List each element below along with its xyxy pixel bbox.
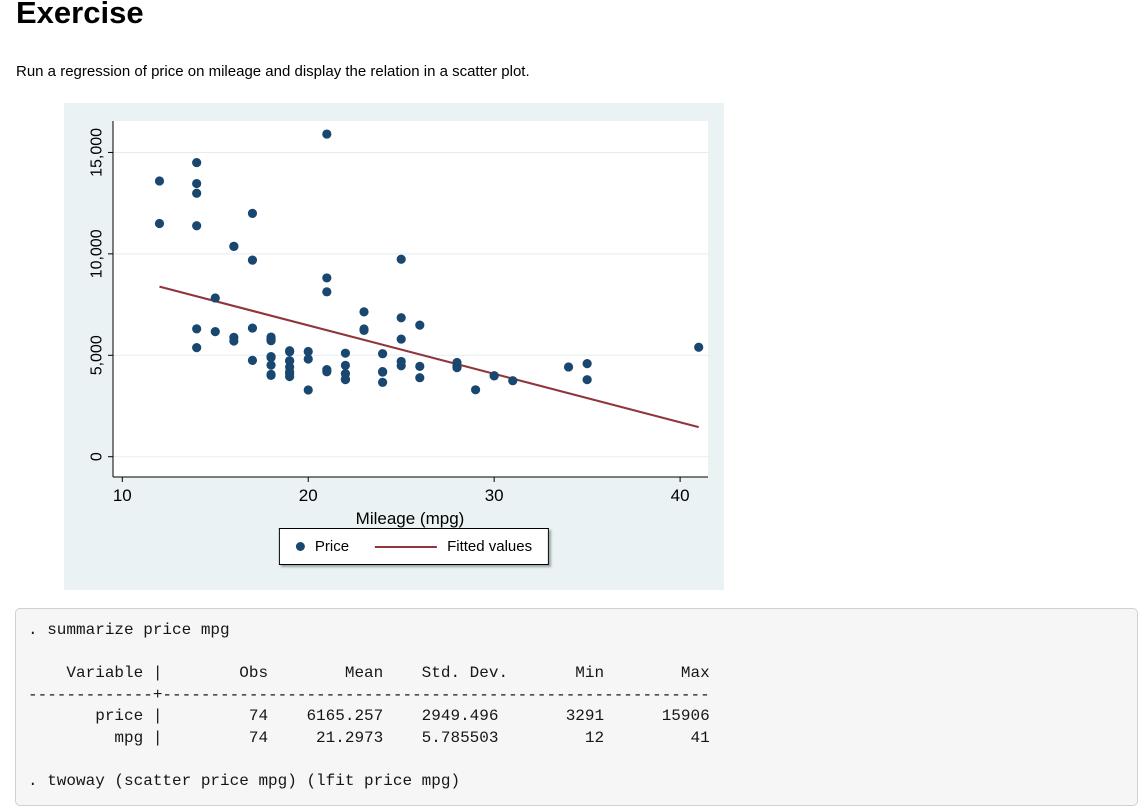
y-tick-labels: 0 5,000 10,000 15,000 <box>89 128 113 461</box>
legend-marker-fitted-icon <box>375 545 438 548</box>
svg-text:10: 10 <box>113 486 132 505</box>
legend-item-fitted: Fitted values <box>375 538 532 555</box>
svg-text:10,000: 10,000 <box>89 229 106 278</box>
instruction-text: Run a regression of price on mileage and… <box>16 63 530 80</box>
page-title: Exercise <box>16 0 144 30</box>
legend-label-price: Price <box>314 538 350 555</box>
scatter-points <box>154 129 704 395</box>
legend-label-fitted: Fitted values <box>447 538 533 555</box>
x-tick-labels: 10 20 30 40 <box>113 477 690 505</box>
gridlines <box>113 151 708 458</box>
stata-output-block: . summarize price mpg Variable | Obs Mea… <box>15 608 1138 806</box>
svg-text:15,000: 15,000 <box>89 128 106 177</box>
chart-legend: Price Fitted values <box>278 528 550 565</box>
x-axis-title: Mileage (mpg) <box>356 509 465 528</box>
legend-item-price: Price <box>295 538 350 555</box>
stata-output-text: . summarize price mpg Variable | Obs Mea… <box>28 621 710 790</box>
svg-text:20: 20 <box>299 486 318 505</box>
scatter-plot: 10 20 30 40 0 5,000 10,000 15,000 Mileage (mpg… <box>89 121 708 528</box>
svg-text:5,000: 5,000 <box>89 335 106 375</box>
svg-text:40: 40 <box>671 486 690 505</box>
legend-marker-price-icon <box>295 542 305 551</box>
stata-graph: 10 20 30 40 0 5,000 10,000 15,000 Mileage (mpg… <box>64 103 724 590</box>
plot-area <box>113 121 708 477</box>
fitted-line <box>159 285 699 429</box>
svg-text:30: 30 <box>485 486 504 505</box>
svg-text:0: 0 <box>89 452 106 461</box>
